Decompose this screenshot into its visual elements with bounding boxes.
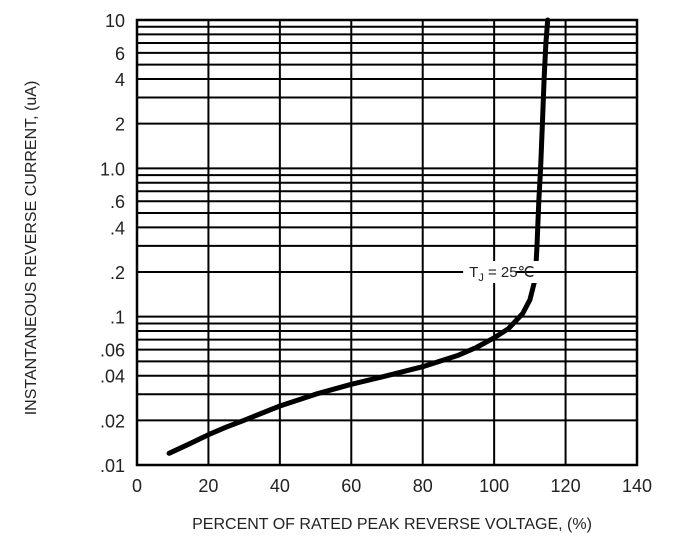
y-tick-label: .01 xyxy=(100,456,125,476)
y-tick-label: .06 xyxy=(100,341,125,361)
y-tick-label: .02 xyxy=(100,411,125,431)
x-tick-label: 60 xyxy=(341,476,361,496)
x-tick-label: 80 xyxy=(413,476,433,496)
x-tick-label: 100 xyxy=(479,476,509,496)
x-tick-label: 0 xyxy=(132,476,142,496)
y-tick-label: 2 xyxy=(115,115,125,135)
annotation-text: TJ = 25℃ xyxy=(469,264,534,284)
y-tick-label: .1 xyxy=(110,308,125,328)
plot-frame xyxy=(135,18,639,467)
x-axis-title: PERCENT OF RATED PEAK REVERSE VOLTAGE, (… xyxy=(192,516,592,533)
y-tick-label: .2 xyxy=(110,263,125,283)
y-tick-label: 6 xyxy=(115,44,125,64)
x-tick-label: 120 xyxy=(551,476,581,496)
y-tick-label: 4 xyxy=(115,70,125,90)
y-tick-label: 1.0 xyxy=(100,159,125,179)
tj-annotation: TJ = 25℃ xyxy=(463,261,542,284)
y-tick-label: .6 xyxy=(110,192,125,212)
x-tick-label: 20 xyxy=(198,476,218,496)
y-axis-title: INSTANTANEOUS REVERSE CURRENT, (uA) xyxy=(23,81,40,416)
y-tick-label: .4 xyxy=(110,218,125,238)
x-tick-label: 140 xyxy=(622,476,652,496)
y-tick-labels: .01 .02 .04 .06 .1 .2 .4 .6 1.0 2 4 6 10 xyxy=(100,11,125,476)
y-tick-label: .04 xyxy=(100,367,125,387)
x-tick-labels: 0 20 40 60 80 100 120 140 xyxy=(132,476,652,496)
y-tick-label: 10 xyxy=(105,11,125,31)
x-tick-label: 40 xyxy=(270,476,290,496)
grid xyxy=(136,19,638,466)
series-line xyxy=(166,17,551,456)
annotation-background xyxy=(463,261,540,284)
